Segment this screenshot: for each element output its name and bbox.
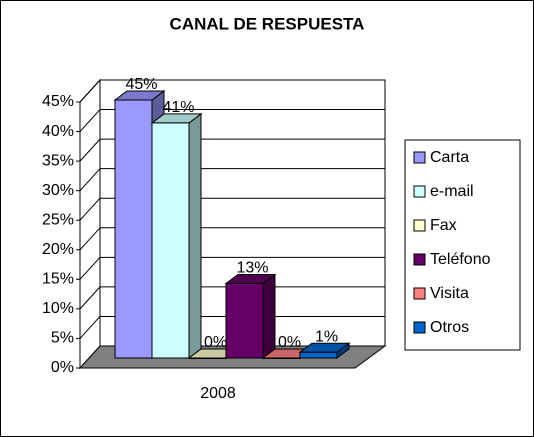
legend-label: Teléfono — [430, 251, 491, 268]
value-label: 0% — [204, 334, 227, 351]
side-wall — [79, 78, 101, 370]
bar-side — [262, 273, 276, 359]
legend-swatch — [413, 321, 426, 334]
grid-line-side — [79, 316, 101, 339]
y-tick-label: 40% — [42, 123, 74, 140]
legend-label: Carta — [430, 149, 469, 166]
legend-swatch — [413, 219, 426, 232]
grid-line-side — [79, 256, 101, 280]
y-tick-label: 35% — [42, 152, 74, 169]
y-tick-label: 5% — [51, 330, 74, 347]
grid-line-side — [79, 109, 101, 132]
legend-label: Fax — [430, 217, 457, 234]
grid-line-side — [79, 79, 101, 103]
grid-line-side — [79, 168, 101, 192]
bar — [225, 282, 264, 359]
value-label: 45% — [125, 76, 157, 93]
y-tick-label: 20% — [42, 241, 74, 258]
legend-label: Otros — [430, 319, 469, 336]
bar — [114, 99, 153, 359]
legend-label: Visita — [430, 285, 469, 302]
value-label: 0% — [278, 334, 301, 351]
grid-line-side — [79, 197, 101, 221]
legend-swatch — [413, 253, 426, 266]
value-label: 13% — [236, 260, 268, 277]
bar-side — [188, 112, 202, 359]
y-tick-label: 10% — [42, 300, 74, 317]
value-label: 41% — [162, 99, 194, 116]
bar — [188, 357, 227, 359]
bar — [299, 351, 338, 359]
y-tick-label: 0% — [51, 359, 74, 376]
legend-label: e-mail — [430, 183, 474, 200]
y-tick-label: 30% — [42, 182, 74, 199]
y-tick-label: 45% — [42, 93, 74, 110]
chart-title: CANAL DE RESPUESTA — [170, 14, 365, 33]
grid-line-side — [79, 286, 101, 310]
x-tick-label: 2008 — [200, 385, 236, 402]
y-tick-label: 25% — [42, 211, 74, 228]
legend-swatch — [413, 287, 426, 300]
legend — [404, 139, 521, 351]
legend-swatch — [413, 151, 426, 164]
bar — [151, 122, 190, 359]
y-tick-label: 15% — [42, 271, 74, 288]
grid-line-side — [79, 227, 101, 251]
bar — [262, 357, 301, 359]
grid-line-side — [79, 138, 101, 162]
value-label: 1% — [315, 328, 338, 345]
legend-swatch — [413, 185, 426, 198]
